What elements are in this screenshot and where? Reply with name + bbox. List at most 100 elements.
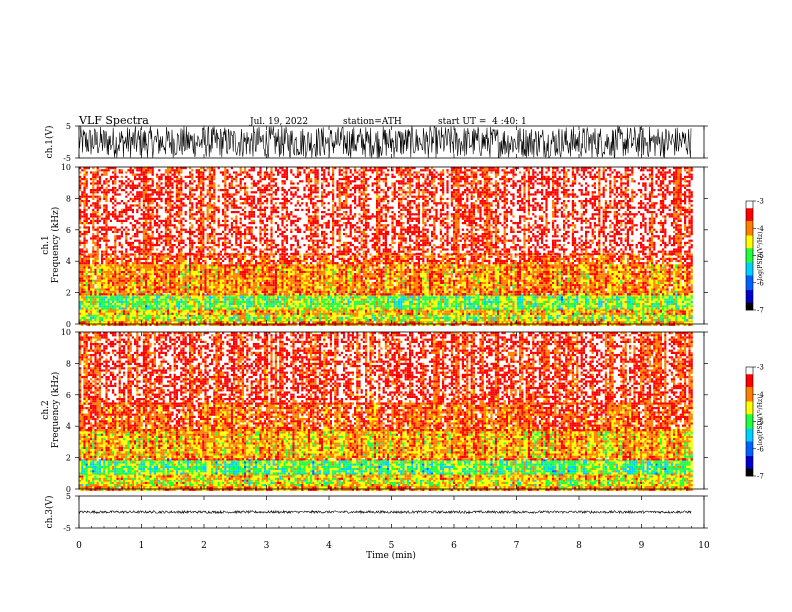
ch1-spectrogram-cell bbox=[99, 315, 101, 317]
ch1-spectrogram-cell bbox=[123, 317, 125, 319]
ch1-spectrogram-cell bbox=[262, 317, 264, 319]
ch1-spectrogram-cell bbox=[103, 319, 105, 321]
ch1-spectrogram-cell bbox=[341, 319, 343, 321]
ch1-spectrogram-cell bbox=[266, 317, 268, 319]
station-label: station=ATH bbox=[343, 117, 402, 127]
ch1-spectrogram-cell bbox=[277, 319, 279, 321]
ch1-spectrogram-cell bbox=[319, 317, 321, 319]
ch1-spectrogram-cell bbox=[607, 322, 609, 324]
ch1-spectrogram-cell bbox=[317, 319, 319, 321]
ch1-spectrogram-cell bbox=[189, 319, 191, 321]
ch1-spectrogram-cell bbox=[149, 315, 151, 317]
ch1-spectrogram-cell bbox=[440, 322, 442, 324]
ch1-spectrogram-cell bbox=[134, 315, 136, 317]
ch1-spectrogram-cell bbox=[292, 317, 294, 319]
ch1-spectrogram-cell bbox=[88, 319, 90, 321]
ch1-spectrogram-cell bbox=[499, 322, 501, 324]
ch1-spectrogram-cell bbox=[365, 319, 367, 321]
ch1-spectrogram-cell bbox=[308, 315, 310, 317]
ch1-spectrogram-cell bbox=[323, 319, 325, 321]
ch1-spectrogram-cell bbox=[191, 322, 193, 324]
ch1-spectrogram-cell bbox=[196, 317, 198, 319]
ch1-spectrogram-cell bbox=[501, 322, 503, 324]
ch1-spectrogram-cell bbox=[187, 317, 189, 319]
ch1-spectrogram-cell bbox=[222, 319, 224, 321]
ch1-spectrogram-cell bbox=[105, 315, 107, 317]
ch1-spectrogram-cell bbox=[218, 317, 220, 319]
ch1-spectrogram-cell bbox=[127, 319, 129, 321]
ch1-spectrogram-cell bbox=[257, 322, 259, 324]
ch1-spectrogram-cell bbox=[94, 322, 96, 324]
ch1-spectrogram-cell bbox=[235, 322, 237, 324]
ch1-spectrogram-cell bbox=[352, 319, 354, 321]
ch1-spectrogram-cell bbox=[354, 317, 356, 319]
ch1-spectrogram-cell bbox=[134, 319, 136, 321]
ch1-spectrogram-cell bbox=[367, 315, 369, 317]
ch1-spectrogram-cell bbox=[341, 317, 343, 319]
ch1-spectrogram-cell bbox=[178, 322, 180, 324]
ch1-spectrogram-cell bbox=[211, 317, 213, 319]
ch1-waveform-trace bbox=[79, 126, 691, 158]
ch1-spectrogram-cell bbox=[110, 317, 112, 319]
ch1-spectrogram-cell bbox=[240, 322, 242, 324]
ch1-spectrogram-cell bbox=[376, 322, 378, 324]
ch1-spectrogram-cell bbox=[488, 322, 490, 324]
ch1-spectrogram-cell bbox=[178, 317, 180, 319]
ch1-spectrogram-cell bbox=[334, 315, 336, 317]
ch1-spectrogram-cell bbox=[231, 315, 233, 317]
ch1-spectrogram-cell bbox=[312, 322, 314, 324]
ch1-spectrogram-cell bbox=[396, 322, 398, 324]
ch1-spectrogram-cell bbox=[354, 319, 356, 321]
ch1-spectrogram-cell bbox=[413, 322, 415, 324]
ch1-spectrogram-cell bbox=[332, 317, 334, 319]
ch1-spectrogram-cell bbox=[350, 315, 352, 317]
ch1-spectrogram-cell bbox=[81, 315, 83, 317]
ch1-spectrogram-cell bbox=[152, 317, 154, 319]
ch1-spectrogram-cell bbox=[277, 315, 279, 317]
ch1-spectrogram-cell bbox=[152, 319, 154, 321]
ch1-spectrogram-cell bbox=[119, 315, 121, 317]
ch1-spectrogram-cell bbox=[317, 317, 319, 319]
ch1-spectrogram-cell bbox=[301, 315, 303, 317]
ch1-spectrogram-cell bbox=[97, 315, 99, 317]
ch1-spectrogram-cell bbox=[369, 317, 371, 319]
ch1-spectrogram-cell bbox=[323, 315, 325, 317]
ch1-spectrogram-cell bbox=[372, 319, 374, 321]
ch1-spectrogram-cell bbox=[198, 319, 200, 321]
ch1-spectrogram-cell bbox=[451, 322, 453, 324]
ch1-spectrogram-cell bbox=[167, 317, 169, 319]
ch1-spectrogram-cell bbox=[233, 317, 235, 319]
ch1-spectrogram-cell bbox=[530, 322, 532, 324]
ch1-spectrogram-cell bbox=[185, 319, 187, 321]
ch1-spectrogram-cell bbox=[378, 317, 380, 319]
ch1-spectrogram-cell bbox=[242, 322, 244, 324]
ch1-spectrogram-cell bbox=[279, 322, 281, 324]
ch1-spectrogram-cell bbox=[341, 322, 343, 324]
ch1-spectrogram-cell bbox=[132, 317, 134, 319]
ch1-spectrogram-cell bbox=[259, 322, 261, 324]
ch1-spectrogram-cell bbox=[145, 322, 147, 324]
ch1-spectrogram-cell bbox=[86, 315, 88, 317]
ch1-spectrogram-cell bbox=[675, 322, 677, 324]
ch1-spectrogram-cell bbox=[163, 322, 165, 324]
ch1-spectrogram-cell bbox=[462, 322, 464, 324]
ch1-spectrogram-cell bbox=[174, 322, 176, 324]
ch1-spectrogram-cell bbox=[182, 319, 184, 321]
ch1-spectrogram-cell bbox=[81, 319, 83, 321]
ch1-spectrogram-cell bbox=[275, 315, 277, 317]
ch1-spectrogram-cell bbox=[677, 322, 679, 324]
ch1-waveform-plot bbox=[79, 126, 691, 158]
ch1-spectrogram-cell bbox=[92, 319, 94, 321]
ch1-spectrogram-cell bbox=[193, 322, 195, 324]
ch1-spectrogram-cell bbox=[204, 317, 206, 319]
ch1-spectrogram-cell bbox=[176, 315, 178, 317]
ch1-spectrogram-cell bbox=[196, 315, 198, 317]
ch1-spectrogram-cell bbox=[156, 319, 158, 321]
ch1-spectrogram-cell bbox=[174, 317, 176, 319]
ch1-spectrogram-cell bbox=[138, 319, 140, 321]
ch1-spectrogram-cell bbox=[598, 322, 600, 324]
ch1-spectrogram-cell bbox=[292, 322, 294, 324]
ch1-spectrogram-cell bbox=[262, 319, 264, 321]
ch1-spectrogram-cell bbox=[519, 322, 521, 324]
ch1-spectrogram-cell bbox=[475, 322, 477, 324]
